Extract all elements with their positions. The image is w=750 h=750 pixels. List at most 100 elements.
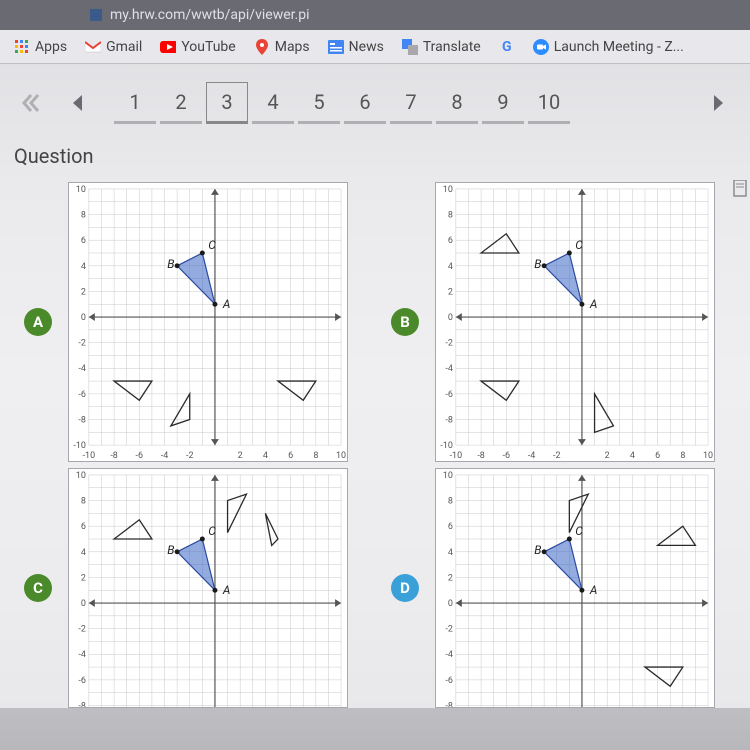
page-num-8[interactable]: 8 bbox=[436, 82, 478, 124]
svg-text:B: B bbox=[167, 543, 174, 557]
edit-icon[interactable] bbox=[730, 178, 750, 200]
svg-text:8: 8 bbox=[313, 451, 318, 461]
translate-label: Translate bbox=[423, 39, 481, 55]
news-label: News bbox=[349, 39, 384, 55]
svg-text:-6: -6 bbox=[136, 451, 143, 461]
svg-text:-4: -4 bbox=[445, 364, 452, 374]
svg-text:-10: -10 bbox=[83, 451, 96, 461]
option-c-badge[interactable]: C bbox=[24, 574, 52, 602]
gmail-shortcut[interactable]: Gmail bbox=[85, 39, 142, 55]
svg-text:-2: -2 bbox=[553, 451, 560, 461]
svg-text:-10: -10 bbox=[73, 441, 86, 451]
page-num-6[interactable]: 6 bbox=[344, 82, 386, 124]
maps-icon bbox=[254, 39, 270, 55]
graph-c[interactable]: -10-8-6-4-2246810-10-8-6-4-20246810ABC bbox=[68, 468, 348, 708]
pager-first[interactable] bbox=[10, 82, 52, 124]
svg-text:-8: -8 bbox=[477, 451, 484, 461]
pager-next[interactable] bbox=[698, 82, 740, 124]
svg-text:-8: -8 bbox=[445, 415, 452, 425]
svg-text:-6: -6 bbox=[445, 390, 452, 400]
svg-text:6: 6 bbox=[448, 236, 453, 246]
svg-text:A: A bbox=[589, 583, 598, 597]
gmail-icon bbox=[85, 39, 101, 55]
svg-text:8: 8 bbox=[448, 211, 453, 221]
svg-text:4: 4 bbox=[263, 451, 268, 461]
maps-label: Maps bbox=[275, 39, 310, 55]
address-bar: my.hrw.com/wwtb/api/viewer.pi bbox=[0, 0, 750, 30]
svg-text:-4: -4 bbox=[78, 650, 85, 660]
news-icon bbox=[328, 39, 344, 55]
apps-label: Apps bbox=[35, 39, 67, 55]
question-heading: Question bbox=[0, 136, 750, 178]
svg-text:C: C bbox=[208, 524, 216, 538]
url-text: my.hrw.com/wwtb/api/viewer.pi bbox=[110, 7, 310, 23]
question-pager: 12345678910 bbox=[0, 64, 750, 136]
maps-shortcut[interactable]: Maps bbox=[254, 39, 310, 55]
svg-text:6: 6 bbox=[288, 451, 293, 461]
translate-icon bbox=[402, 39, 418, 55]
page-num-4[interactable]: 4 bbox=[252, 82, 294, 124]
option-b-badge[interactable]: B bbox=[391, 308, 419, 336]
svg-text:10: 10 bbox=[703, 451, 713, 461]
svg-text:2: 2 bbox=[448, 573, 453, 583]
graph-d[interactable]: -10-8-6-4-2246810-10-8-6-4-20246810ABC bbox=[435, 468, 715, 708]
svg-text:-6: -6 bbox=[78, 676, 85, 686]
svg-text:-2: -2 bbox=[445, 339, 452, 349]
svg-text:0: 0 bbox=[81, 313, 86, 323]
svg-text:-2: -2 bbox=[78, 339, 85, 349]
youtube-shortcut[interactable]: YouTube bbox=[160, 39, 235, 55]
page-num-9[interactable]: 9 bbox=[482, 82, 524, 124]
svg-text:10: 10 bbox=[443, 185, 453, 195]
svg-text:-2: -2 bbox=[78, 625, 85, 635]
svg-text:8: 8 bbox=[448, 497, 453, 507]
google-icon: G bbox=[499, 39, 515, 55]
gmail-label: Gmail bbox=[106, 39, 142, 55]
svg-text:A: A bbox=[589, 297, 598, 311]
svg-text:B: B bbox=[534, 543, 541, 557]
page-num-5[interactable]: 5 bbox=[298, 82, 340, 124]
svg-text:2: 2 bbox=[448, 287, 453, 297]
svg-text:C: C bbox=[208, 238, 216, 252]
translate-shortcut[interactable]: Translate bbox=[402, 39, 481, 55]
apps-shortcut[interactable]: Apps bbox=[14, 39, 67, 55]
svg-text:C: C bbox=[575, 238, 583, 252]
zoom-icon bbox=[533, 39, 549, 55]
svg-text:-10: -10 bbox=[440, 441, 453, 451]
option-d-badge[interactable]: D bbox=[391, 574, 419, 602]
pager-prev[interactable] bbox=[56, 82, 98, 124]
svg-text:2: 2 bbox=[238, 451, 243, 461]
svg-text:8: 8 bbox=[680, 451, 685, 461]
svg-text:10: 10 bbox=[76, 471, 86, 481]
svg-text:-4: -4 bbox=[528, 451, 535, 461]
svg-text:B: B bbox=[167, 257, 174, 271]
news-shortcut[interactable]: News bbox=[328, 39, 384, 55]
options-grid: A -10 -8 -6 -4 -2 2 4 6 8 10 -10 -8 -6 -4 -2 0 2 4 6 8 10 A B C… bbox=[0, 178, 750, 708]
page-num-7[interactable]: 7 bbox=[390, 82, 432, 124]
svg-text:8: 8 bbox=[81, 211, 86, 221]
page-num-3[interactable]: 3 bbox=[206, 82, 248, 124]
content-area: 12345678910 Question A -10-8-6-4-2246810… bbox=[0, 64, 750, 708]
svg-text:C: C bbox=[575, 524, 583, 538]
svg-text:-6: -6 bbox=[445, 676, 452, 686]
svg-text:-8: -8 bbox=[78, 701, 85, 707]
zoom-shortcut[interactable]: Launch Meeting - Z... bbox=[533, 39, 684, 55]
svg-text:6: 6 bbox=[655, 451, 660, 461]
svg-text:-6: -6 bbox=[78, 390, 85, 400]
zoom-label: Launch Meeting - Z... bbox=[554, 39, 684, 55]
apps-icon bbox=[14, 39, 30, 55]
svg-text:0: 0 bbox=[448, 313, 453, 323]
svg-text:-4: -4 bbox=[161, 451, 168, 461]
svg-text:6: 6 bbox=[81, 522, 86, 532]
graph-a[interactable]: -10-8-6-4-2246810-10-8-6-4-20246810ABC bbox=[68, 182, 348, 462]
graph-b[interactable]: -10-8-6-4-2246810-10-8-6-4-20246810ABC bbox=[435, 182, 715, 462]
svg-text:6: 6 bbox=[81, 236, 86, 246]
page-num-1[interactable]: 1 bbox=[114, 82, 156, 124]
svg-text:2: 2 bbox=[81, 573, 86, 583]
page-num-10[interactable]: 10 bbox=[528, 82, 570, 124]
option-a-badge[interactable]: A bbox=[24, 308, 52, 336]
google-shortcut[interactable]: G bbox=[499, 39, 515, 55]
page-num-2[interactable]: 2 bbox=[160, 82, 202, 124]
svg-text:-2: -2 bbox=[445, 625, 452, 635]
svg-text:4: 4 bbox=[81, 548, 86, 558]
svg-text:0: 0 bbox=[81, 599, 86, 609]
